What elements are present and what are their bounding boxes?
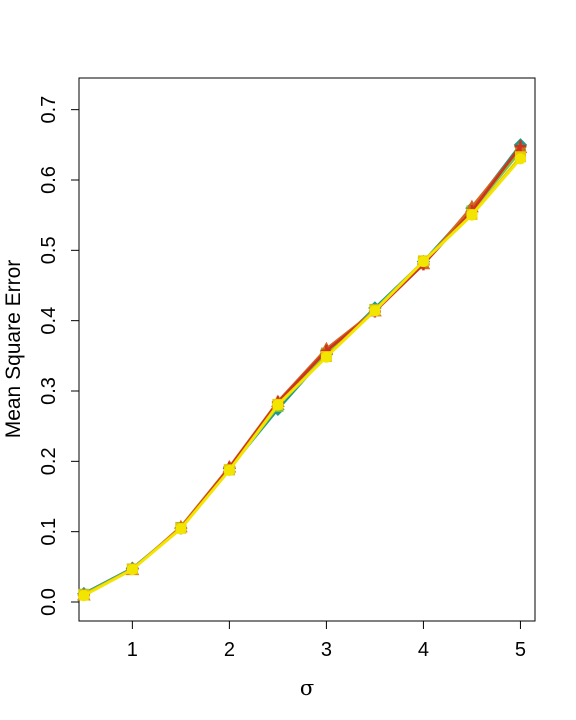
series-2 (78, 145, 526, 600)
series-4 (77, 140, 527, 601)
plot-frame (78, 77, 536, 622)
y-tick-label: 0.5 (38, 236, 60, 264)
data-point (514, 153, 526, 165)
y-tick-label: 0.0 (38, 588, 60, 616)
data-point (175, 523, 187, 535)
data-point (126, 564, 138, 576)
series-1 (77, 138, 528, 601)
x-tick-label: 4 (418, 639, 429, 661)
series-6 (78, 153, 526, 602)
series-line (83, 145, 522, 597)
data-point (417, 256, 429, 268)
series-line (83, 158, 522, 597)
x-tick-label: 5 (515, 639, 526, 661)
data-point (369, 305, 381, 317)
y-tick-label: 0.2 (38, 447, 60, 475)
x-tick-label: 3 (321, 639, 332, 661)
y-tick-label: 0.6 (38, 166, 60, 194)
y-tick-label: 0.4 (38, 307, 60, 335)
series-line (83, 144, 522, 595)
y-tick-label: 0.7 (38, 96, 60, 124)
data-point (320, 351, 332, 363)
y-tick-label: 0.1 (38, 518, 60, 546)
x-axis-title: σ (300, 676, 314, 700)
data-point (272, 399, 284, 411)
y-tick-label: 0.3 (38, 377, 60, 405)
y-axis: 0.0 0.1 0.2 0.3 0.4 0.5 0.6 0.7 (38, 96, 79, 616)
series-line (83, 150, 522, 596)
series-3 (77, 140, 528, 601)
series-line (83, 146, 522, 597)
data-point (223, 464, 235, 476)
data-point (78, 590, 90, 602)
series-layer (77, 138, 528, 602)
data-point (514, 140, 527, 153)
x-tick-label: 1 (127, 639, 138, 661)
data-point (466, 209, 478, 221)
y-axis-title: Mean Square Error (2, 260, 25, 439)
x-axis: 1 2 3 4 5 (127, 621, 526, 661)
x-tick-label: 2 (224, 639, 235, 661)
